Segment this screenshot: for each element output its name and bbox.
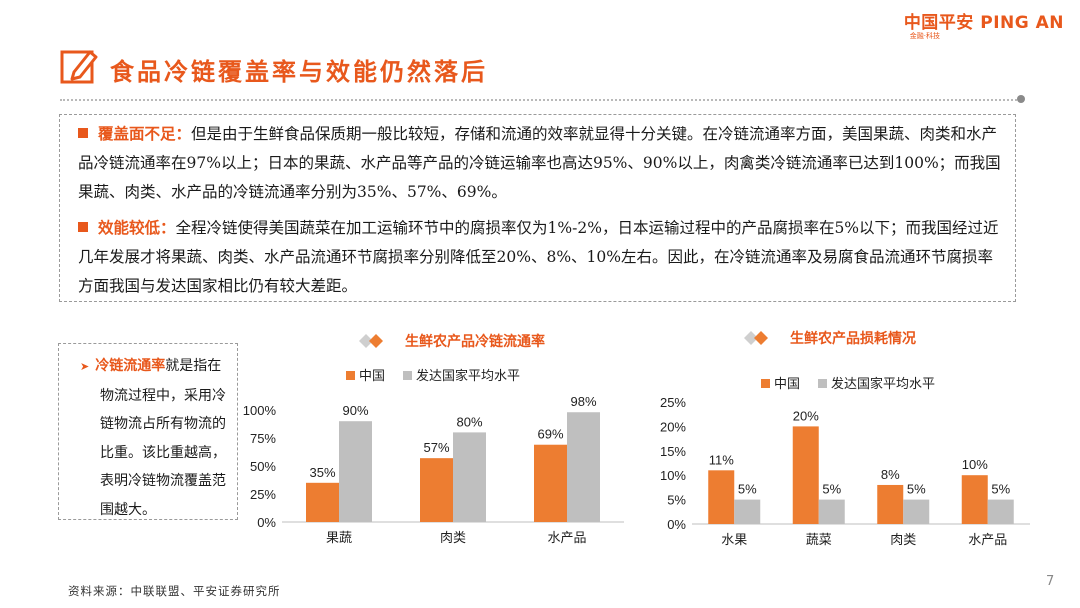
diamond-icon bbox=[754, 331, 768, 345]
brand-logo: 中国平安 PING AN bbox=[903, 13, 1064, 33]
x-tick-label: 水产品 bbox=[968, 532, 1007, 547]
bar bbox=[306, 482, 339, 522]
data-label: 35% bbox=[309, 465, 335, 480]
data-label: 20% bbox=[793, 408, 819, 423]
square-bullet-icon bbox=[78, 222, 88, 232]
data-label: 5% bbox=[822, 482, 841, 497]
point-heading: 效能较低 bbox=[98, 218, 161, 237]
page-number: 7 bbox=[1046, 574, 1055, 589]
bar bbox=[877, 484, 904, 524]
bar bbox=[567, 412, 600, 522]
y-tick-label: 0% bbox=[257, 515, 276, 530]
legend-swatch bbox=[346, 371, 355, 380]
data-label: 90% bbox=[342, 403, 368, 418]
y-tick-label: 10% bbox=[660, 468, 686, 483]
source-note: 资料来源：中联联盟、平安证券研究所 bbox=[68, 584, 281, 598]
point-text: 但是由于生鲜食品保质期一般比较短，存储和流通的效率就显得十分关键。在冷链流通率方… bbox=[78, 125, 1001, 201]
data-label: 57% bbox=[423, 440, 449, 455]
page-title: 食品冷链覆盖率与效能仍然落后 bbox=[110, 57, 488, 86]
bar bbox=[792, 426, 819, 524]
legend-label: 中国 bbox=[774, 376, 800, 391]
definition-box bbox=[58, 343, 238, 520]
legend-label: 发达国家平均水平 bbox=[416, 368, 520, 383]
point-efficiency: 效能较低：全程冷链使得美国蔬菜在加工运输环节中的腐损率仅为1%-2%，日本运输过… bbox=[78, 218, 999, 295]
bar bbox=[708, 470, 735, 524]
brand-tagline: 金融·科技 bbox=[909, 32, 940, 40]
data-label: 11% bbox=[709, 452, 734, 467]
chart-title: 生鲜农产品冷链流通率 bbox=[405, 333, 545, 349]
bar bbox=[987, 499, 1014, 524]
arrow-bullet-icon: ➤ bbox=[80, 360, 90, 373]
x-tick-label: 肉类 bbox=[440, 530, 466, 545]
y-tick-label: 25% bbox=[250, 487, 276, 502]
bar bbox=[961, 475, 988, 524]
x-tick-label: 水果 bbox=[721, 532, 747, 547]
data-label: 69% bbox=[537, 427, 563, 442]
legend-swatch bbox=[403, 371, 412, 380]
y-tick-label: 0% bbox=[667, 517, 686, 532]
bar bbox=[818, 499, 845, 524]
bar bbox=[453, 432, 486, 522]
title-divider bbox=[60, 99, 1020, 101]
data-label: 5% bbox=[738, 482, 757, 497]
y-tick-label: 100% bbox=[243, 403, 277, 418]
x-tick-label: 果蔬 bbox=[326, 530, 352, 545]
y-tick-label: 5% bbox=[667, 493, 686, 508]
divider-end-dot bbox=[1017, 95, 1025, 103]
data-label: 8% bbox=[881, 467, 900, 482]
x-tick-label: 蔬菜 bbox=[806, 532, 832, 547]
diamond-icon bbox=[744, 331, 758, 345]
diamond-icon bbox=[359, 334, 373, 348]
definition-term: 冷链流通率 bbox=[95, 358, 166, 374]
x-tick-label: 肉类 bbox=[890, 532, 916, 547]
legend-label: 中国 bbox=[359, 368, 385, 383]
edit-icon bbox=[60, 50, 98, 84]
y-tick-label: 15% bbox=[660, 444, 686, 459]
legend-label: 发达国家平均水平 bbox=[831, 376, 935, 391]
y-tick-label: 25% bbox=[660, 395, 686, 410]
bar bbox=[339, 421, 372, 522]
chart-title: 生鲜农产品损耗情况 bbox=[790, 330, 916, 346]
data-label: 80% bbox=[456, 414, 482, 429]
bar bbox=[420, 458, 453, 522]
square-bullet-icon bbox=[78, 128, 88, 138]
definition-text: 就是指在物流过程中，采用冷链物流占所有物流的比重。该比重越高，表明冷链物流覆盖范… bbox=[100, 358, 226, 518]
bar bbox=[734, 499, 761, 524]
data-label: 98% bbox=[570, 394, 596, 409]
bar bbox=[903, 499, 930, 524]
data-label: 5% bbox=[991, 482, 1010, 497]
summary-box bbox=[59, 114, 1016, 302]
legend-swatch bbox=[818, 379, 827, 388]
legend-swatch bbox=[761, 379, 770, 388]
y-tick-label: 75% bbox=[250, 431, 276, 446]
diamond-icon bbox=[369, 334, 383, 348]
y-tick-label: 50% bbox=[250, 459, 276, 474]
data-label: 10% bbox=[962, 457, 988, 472]
point-heading: 覆盖面不足 bbox=[98, 124, 176, 143]
bar bbox=[534, 444, 567, 522]
data-label: 5% bbox=[907, 482, 926, 497]
definition-note: ➤ 冷链流通率就是指在物流过程中，采用冷链物流占所有物流的比重。该比重越高，表明冷… bbox=[80, 352, 235, 524]
point-coverage: 覆盖面不足：但是由于生鲜食品保质期一般比较短，存储和流通的效率就显得十分关键。在… bbox=[78, 124, 1001, 201]
point-text: 全程冷链使得美国蔬菜在加工运输环节中的腐损率仅为1%-2%，日本运输过程中的产品… bbox=[78, 219, 999, 295]
y-tick-label: 20% bbox=[660, 419, 686, 434]
x-tick-label: 水产品 bbox=[547, 530, 586, 545]
